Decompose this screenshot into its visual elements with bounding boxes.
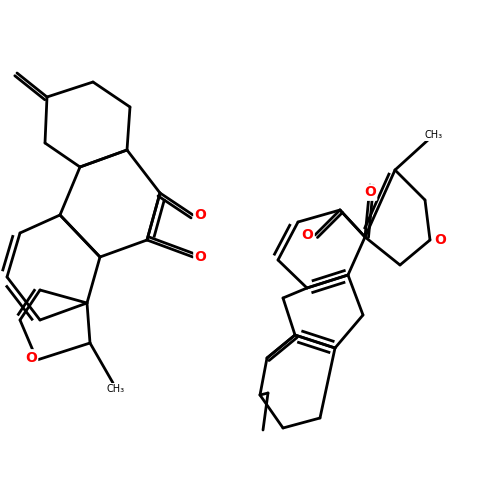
Text: O: O (194, 208, 206, 222)
Text: O: O (194, 250, 206, 264)
Text: O: O (364, 186, 376, 200)
Text: O: O (25, 350, 37, 364)
Text: CH₃: CH₃ (425, 130, 443, 140)
Text: CH₃: CH₃ (106, 384, 124, 394)
Text: O: O (434, 233, 446, 247)
Text: O: O (302, 228, 314, 242)
